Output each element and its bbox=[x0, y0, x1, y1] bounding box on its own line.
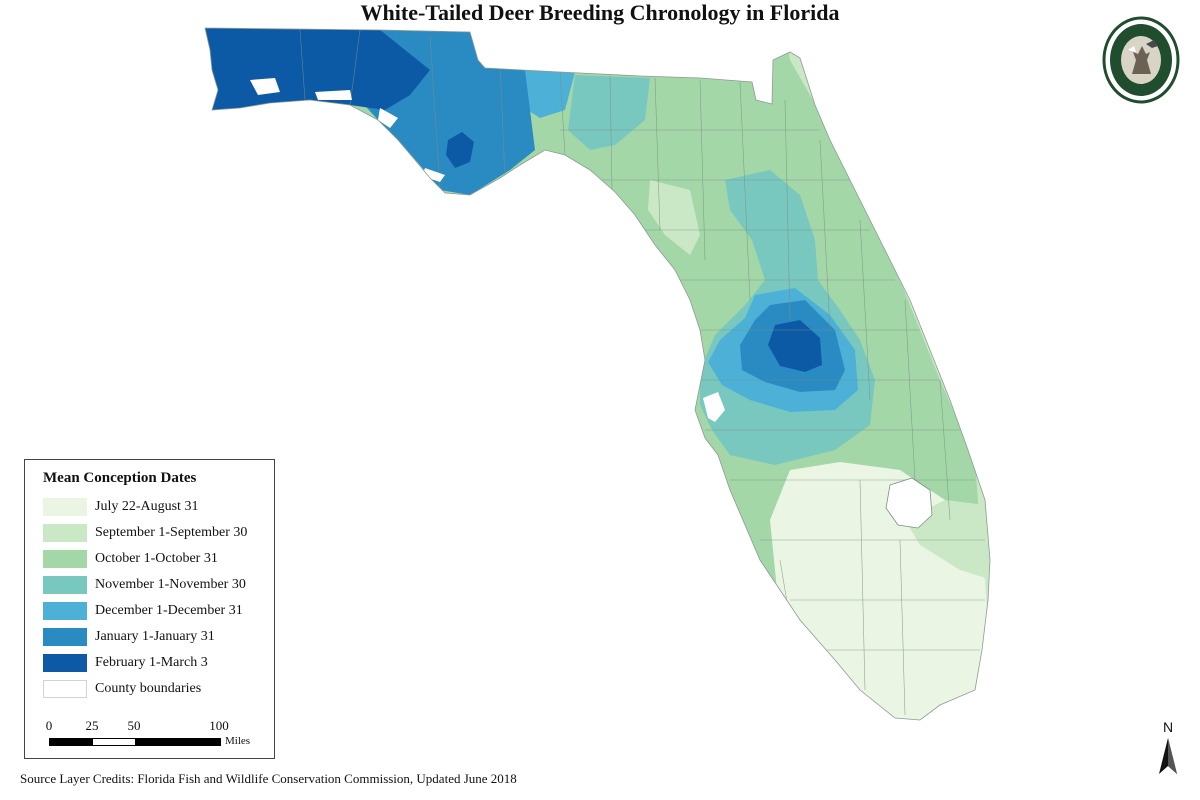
zone-nov-north bbox=[568, 75, 650, 150]
source-credit: Source Layer Credits: Florida Fish and W… bbox=[20, 771, 517, 786]
legend-label: July 22-August 31 bbox=[95, 499, 199, 514]
legend-item: July 22-August 31 bbox=[43, 496, 198, 518]
legend-item: County boundaries bbox=[43, 678, 201, 700]
lake-okeechobee bbox=[885, 477, 933, 529]
apalachicola-bay bbox=[422, 168, 445, 182]
legend-swatch bbox=[43, 680, 87, 698]
map-title: White-Tailed Deer Breeding Chronology in… bbox=[360, 0, 840, 25]
scale-bar: 0 25 50 100 Miles bbox=[45, 718, 267, 748]
north-arrow-icon bbox=[1159, 738, 1177, 774]
legend: Mean Conception Dates July 22-August 31 … bbox=[24, 459, 275, 759]
legend-swatch bbox=[43, 628, 87, 646]
zone-feb-central bbox=[768, 320, 822, 372]
legend-swatch bbox=[43, 602, 87, 620]
legend-label: September 1-September 30 bbox=[95, 525, 248, 540]
legend-label: February 1-March 3 bbox=[95, 655, 208, 670]
legend-label: October 1-October 31 bbox=[95, 551, 218, 566]
pensacola-bay bbox=[250, 78, 280, 95]
legend-label: November 1-November 30 bbox=[95, 577, 246, 592]
scale-tick-label: 25 bbox=[85, 718, 99, 733]
choctawhatchee-bay bbox=[315, 90, 352, 100]
legend-label: December 1-December 31 bbox=[95, 603, 243, 618]
scale-tick-label: 0 bbox=[45, 718, 53, 733]
legend-title: Mean Conception Dates bbox=[43, 470, 197, 486]
zone-feb-pocket bbox=[446, 132, 474, 168]
scale-tick-label: 50 bbox=[127, 718, 141, 733]
legend-swatch bbox=[43, 654, 87, 672]
legend-item: November 1-November 30 bbox=[43, 574, 246, 596]
legend-swatch bbox=[43, 498, 87, 516]
legend-label: County boundaries bbox=[95, 681, 202, 696]
scale-bar-graphic bbox=[49, 738, 221, 746]
legend-swatch bbox=[43, 576, 87, 594]
legend-swatch bbox=[43, 524, 87, 542]
zone-sep-west bbox=[648, 180, 700, 255]
legend-item: December 1-December 31 bbox=[43, 600, 243, 622]
legend-swatch bbox=[43, 550, 87, 568]
legend-item: September 1-September 30 bbox=[43, 522, 247, 544]
fwc-logo-icon bbox=[1102, 16, 1180, 104]
tampa-bay bbox=[703, 392, 725, 422]
st-andrews-bay bbox=[378, 108, 398, 128]
north-label: N bbox=[1163, 719, 1174, 735]
legend-item: February 1-March 3 bbox=[43, 652, 208, 674]
legend-item: October 1-October 31 bbox=[43, 548, 218, 570]
legend-label: January 1-January 31 bbox=[95, 629, 215, 644]
legend-item: January 1-January 31 bbox=[43, 626, 215, 648]
scale-tick-label: 100 bbox=[209, 718, 229, 733]
scale-units: Miles bbox=[225, 735, 251, 747]
